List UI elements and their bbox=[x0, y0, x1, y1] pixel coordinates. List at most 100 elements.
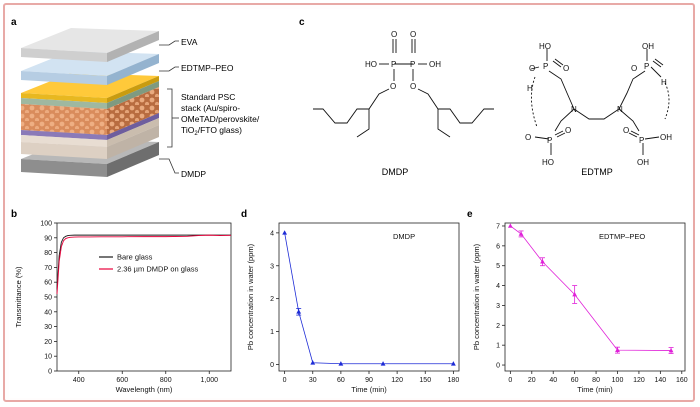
x-tick-label: 120 bbox=[633, 377, 645, 384]
y-tick-label: 7 bbox=[496, 223, 500, 230]
plot-frame bbox=[278, 222, 460, 372]
dmdp-name: DMDP bbox=[382, 167, 409, 177]
data-point bbox=[450, 361, 456, 366]
x-tick-label: 600 bbox=[116, 377, 128, 384]
chart-title: DMDP bbox=[393, 232, 415, 241]
x-tick-label: 40 bbox=[549, 377, 557, 384]
y-tick-label: 80 bbox=[44, 250, 52, 257]
svg-text:P: P bbox=[639, 136, 644, 145]
svg-text:O: O bbox=[391, 30, 397, 39]
svg-text:P: P bbox=[391, 60, 396, 69]
data-point bbox=[572, 291, 578, 297]
y-tick-label: 3 bbox=[496, 303, 500, 310]
svg-text:O: O bbox=[563, 64, 569, 73]
svg-text:P: P bbox=[644, 62, 649, 71]
y-tick-label: 6 bbox=[496, 243, 500, 250]
x-tick-label: 400 bbox=[73, 377, 85, 384]
panel-label-a: a bbox=[11, 17, 17, 28]
svg-text:OH: OH bbox=[429, 60, 441, 69]
svg-text:O: O bbox=[390, 82, 396, 91]
panel-label-b: b bbox=[11, 209, 17, 220]
figure: a bbox=[9, 9, 691, 398]
legend-label: 2.36 µm DMDP on glass bbox=[117, 265, 199, 274]
x-tick-label: 0 bbox=[508, 377, 512, 384]
svg-text:N: N bbox=[617, 105, 623, 114]
x-tick-label: 180 bbox=[448, 377, 460, 384]
dmdp-layer-label: DMDP bbox=[181, 169, 206, 179]
data-point bbox=[296, 309, 302, 314]
y-axis-label: Transmittance (%) bbox=[14, 266, 23, 327]
x-tick-label: 30 bbox=[309, 377, 317, 384]
y-tick-label: 30 bbox=[44, 324, 52, 331]
y-tick-label: 1 bbox=[496, 343, 500, 350]
svg-text:O: O bbox=[529, 64, 535, 73]
svg-text:HO: HO bbox=[539, 42, 551, 51]
panel-a: a bbox=[11, 17, 262, 179]
svg-text:O: O bbox=[525, 133, 531, 142]
x-tick-label: 150 bbox=[419, 377, 431, 384]
panel-d-chart: d 0 30 60 90 120 150 180 0 1 2 3 4 Time (min) Pb conc… bbox=[241, 209, 460, 394]
x-tick-label: 140 bbox=[655, 377, 667, 384]
y-tick-label: 5 bbox=[496, 263, 500, 270]
svg-text:HO: HO bbox=[542, 158, 554, 167]
y-tick-label: 20 bbox=[44, 339, 52, 346]
edtmp-name: EDTMP bbox=[581, 167, 613, 177]
y-tick-label: 90 bbox=[44, 235, 52, 242]
series-line-1 bbox=[56, 234, 232, 295]
dmdp-atoms: O O P P HO OH O O bbox=[365, 30, 441, 91]
svg-text:HO: HO bbox=[365, 60, 377, 69]
panel-c: c O O P P HO OH O O DMDP bbox=[299, 17, 672, 177]
svg-text:P: P bbox=[543, 62, 548, 71]
series-line-0 bbox=[56, 234, 231, 290]
svg-text:O: O bbox=[631, 64, 637, 73]
edtmp-atoms: HO OH P P O O O H H N N O O P HO P O OH … bbox=[525, 42, 672, 167]
y-tick-label: 4 bbox=[496, 283, 500, 290]
svg-text:O: O bbox=[410, 30, 416, 39]
y-tick-label: 50 bbox=[44, 295, 52, 302]
x-tick-label: 100 bbox=[612, 377, 624, 384]
legend-label: Bare glass bbox=[117, 253, 153, 262]
x-tick-label: 60 bbox=[337, 377, 345, 384]
y-tick-label: 40 bbox=[44, 309, 52, 316]
x-tick-label: 0 bbox=[283, 377, 287, 384]
y-tick-label: 3 bbox=[270, 263, 274, 270]
y-tick-label: 70 bbox=[44, 265, 52, 272]
data-point bbox=[507, 223, 513, 228]
chart-title: EDTMP–PEO bbox=[599, 232, 645, 241]
hydrogen-bonds bbox=[531, 76, 670, 128]
svg-text:H: H bbox=[527, 84, 533, 93]
y-tick-label: 0 bbox=[496, 363, 500, 370]
y-tick-label: 10 bbox=[44, 354, 52, 361]
data-point bbox=[282, 230, 288, 235]
plot-frame bbox=[504, 222, 686, 372]
svg-text:H: H bbox=[661, 78, 667, 87]
x-axis-label: Time (min) bbox=[577, 385, 613, 394]
x-axis-label: Wavelength (nm) bbox=[116, 385, 173, 394]
svg-text:O: O bbox=[565, 126, 571, 135]
svg-text:OH: OH bbox=[642, 42, 654, 51]
panel-e-chart: e 0 20 40 60 80 100 120 140 160 0 1 2 3 4 5 6 7 Time (min… bbox=[467, 209, 688, 394]
y-tick-label: 4 bbox=[270, 230, 274, 237]
y-tick-label: 2 bbox=[270, 296, 274, 303]
y-tick-label: 1 bbox=[270, 329, 274, 336]
data-point bbox=[518, 231, 524, 236]
svg-text:N: N bbox=[571, 105, 577, 114]
y-tick-label: 0 bbox=[48, 369, 52, 376]
data-point bbox=[615, 347, 620, 352]
dmdp-structure bbox=[313, 39, 494, 138]
plot-frame bbox=[56, 222, 232, 372]
panel-b-chart: b 400 600 800 1,000 0 10 20 30 40 50 60 70 80 90 100 Wa… bbox=[11, 209, 232, 394]
psc-stack-label: Standard PSC stack (Au/spiro- OMeTAD/per… bbox=[181, 92, 262, 137]
x-tick-label: 60 bbox=[571, 377, 579, 384]
data-point bbox=[540, 259, 545, 264]
edtmp-structure bbox=[530, 49, 664, 155]
series-line-0 bbox=[284, 232, 454, 365]
y-axis-label: Pb concentration in water (ppm) bbox=[472, 243, 481, 350]
data-point bbox=[338, 361, 344, 366]
x-tick-label: 800 bbox=[160, 377, 172, 384]
svg-text:P: P bbox=[410, 60, 415, 69]
series-line-0 bbox=[510, 225, 672, 351]
y-tick-label: 2 bbox=[496, 323, 500, 330]
data-point bbox=[310, 360, 316, 365]
x-tick-label: 1,000 bbox=[200, 377, 218, 384]
